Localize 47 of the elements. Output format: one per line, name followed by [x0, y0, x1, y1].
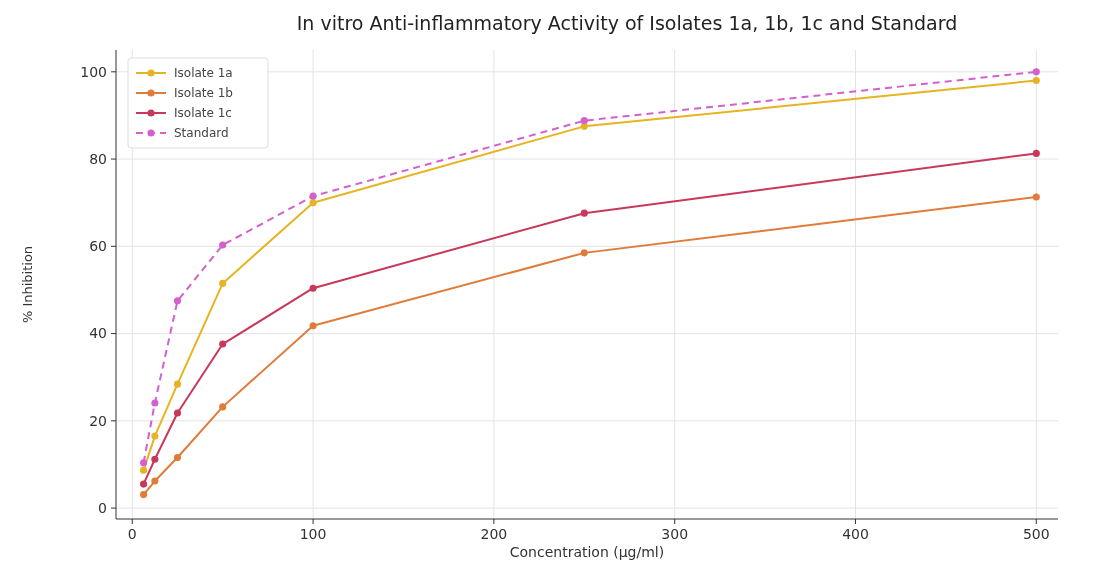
- point: [309, 192, 317, 200]
- point: [151, 477, 159, 485]
- legend-label: Isolate 1b: [174, 86, 233, 101]
- point: [140, 491, 148, 499]
- chart-title: In vitro Anti-inflammatory Activity of Isolates 1a, 1b, 1c and Standard: [296, 12, 958, 34]
- point: [173, 380, 182, 388]
- x-axis-title: Concentration (µg/ml): [509, 544, 665, 560]
- x-tick-label: 0: [127, 526, 137, 542]
- point: [140, 466, 148, 474]
- y-tick-label: 0: [98, 499, 107, 516]
- point: [580, 209, 588, 217]
- point: [151, 432, 159, 440]
- y-tick-label: 80: [89, 150, 107, 167]
- legend-label: Isolate 1c: [174, 106, 232, 121]
- point: [309, 199, 317, 207]
- legend-label: Standard: [174, 126, 229, 141]
- x-tick-label: 300: [661, 526, 689, 542]
- point: [219, 403, 227, 411]
- point: [219, 340, 227, 348]
- point: [140, 459, 148, 467]
- point: [1032, 76, 1040, 85]
- point: [1032, 149, 1040, 157]
- point: [1032, 193, 1040, 201]
- point: [173, 297, 182, 305]
- y-tick-label: 40: [89, 325, 107, 342]
- point: [151, 455, 159, 463]
- x-tick-label: 500: [1022, 526, 1050, 542]
- point: [309, 284, 317, 292]
- y-tick-label: 20: [89, 412, 107, 429]
- point: [580, 249, 588, 257]
- y-tick-label: 100: [80, 63, 107, 80]
- point: [173, 409, 182, 417]
- point: [140, 480, 148, 488]
- point: [151, 399, 159, 407]
- point: [309, 322, 317, 330]
- point: [1032, 68, 1040, 76]
- y-tick-label: 60: [89, 238, 107, 255]
- x-tick-label: 100: [299, 526, 327, 542]
- y-axis-title: % Inhibition: [20, 245, 35, 324]
- legend-label: Isolate 1a: [174, 66, 233, 81]
- x-tick-label: 400: [842, 526, 869, 542]
- x-tick-label: 200: [480, 526, 508, 542]
- point: [173, 453, 182, 462]
- point: [219, 279, 227, 287]
- point: [580, 117, 588, 125]
- point: [219, 241, 227, 249]
- point: [580, 122, 588, 130]
